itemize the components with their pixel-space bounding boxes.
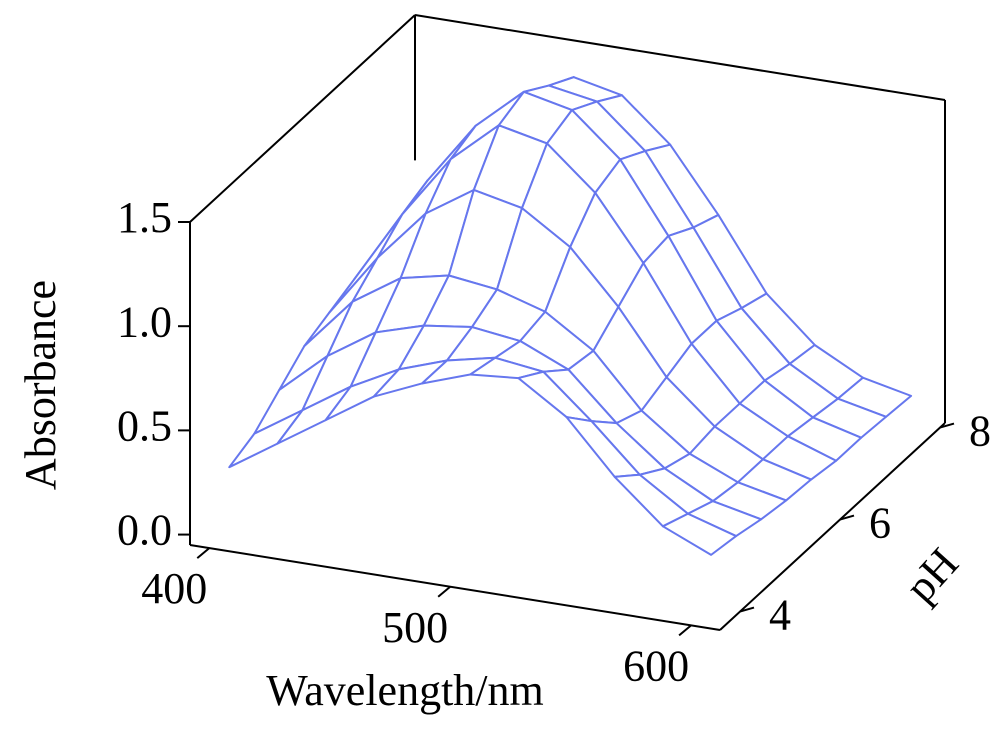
y-tick-label: 6 [869,499,891,548]
y-tick [739,606,755,613]
x-tick-label: 400 [141,564,207,613]
box-edge [189,14,416,223]
axis-line [719,422,946,631]
axis-line [189,544,721,631]
y-tick-label: 4 [769,591,791,640]
z-tick-label: 1.0 [117,297,172,346]
y-tick-label: 8 [969,407,991,456]
y-tick [839,514,855,521]
x-tick [196,547,210,559]
x-tick-label: 600 [623,641,689,690]
box-edge [414,14,946,101]
z-tick-label: 1.5 [117,193,172,242]
z-axis-label: Absorbance [16,280,65,490]
y-tick [939,422,955,429]
y-axis-label: pH [896,539,968,612]
surface-cell [661,512,738,556]
z-tick-label: 0.0 [117,506,172,555]
x-axis-label: Wavelength/nm [266,666,544,715]
x-tick [678,624,692,637]
x-tick [437,585,451,598]
x-tick-label: 500 [382,603,448,652]
z-tick-label: 0.5 [117,401,172,450]
